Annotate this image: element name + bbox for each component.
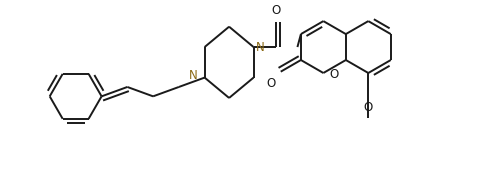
Text: O: O [329,69,338,81]
Text: O: O [364,101,373,114]
Text: N: N [255,41,264,54]
Text: N: N [189,69,198,82]
Text: O: O [267,77,276,89]
Text: O: O [271,3,280,17]
